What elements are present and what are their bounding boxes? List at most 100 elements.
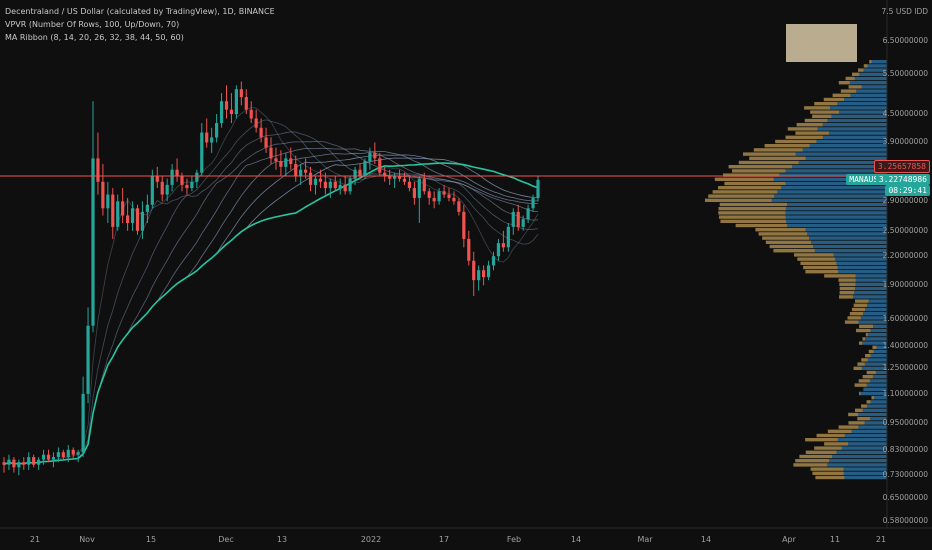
- time-tick: Mar: [637, 535, 653, 544]
- vp-bar-down: [708, 194, 775, 198]
- vp-bar-down: [859, 391, 861, 396]
- vp-bar-up: [831, 114, 887, 118]
- vp-bar-up: [777, 190, 887, 194]
- price-tick: 3.90000000: [882, 137, 928, 147]
- candle: [427, 188, 431, 205]
- candle-body: [17, 462, 21, 468]
- vp-bar-down: [851, 307, 866, 312]
- vp-bar-down: [775, 139, 817, 144]
- vp-bar-down: [857, 362, 865, 366]
- candle-body: [294, 163, 298, 176]
- candle: [452, 191, 456, 205]
- vp-bar-down: [812, 471, 844, 475]
- candle-body: [229, 109, 234, 115]
- candle-body: [86, 325, 90, 394]
- price-tick: 0.73000000: [882, 470, 928, 480]
- vp-bar-down: [862, 375, 873, 379]
- candle: [264, 127, 268, 153]
- candle: [37, 457, 41, 470]
- candle: [41, 449, 46, 465]
- vp-bar-down: [793, 253, 834, 257]
- vp-bar-up: [864, 421, 887, 425]
- vp-bar-up: [871, 60, 887, 64]
- price-tick: 1.60000000: [882, 314, 928, 324]
- time-tick: 21: [875, 535, 887, 544]
- candle: [224, 85, 229, 119]
- vp-bar-up: [811, 240, 887, 244]
- vp-bar-up: [809, 144, 887, 148]
- ma-ribbon-legend[interactable]: MA Ribbon (8, 14, 20, 26, 32, 38, 44, 50…: [5, 33, 184, 42]
- candle: [205, 118, 209, 148]
- vp-bar-down: [753, 148, 803, 152]
- candle-body: [234, 89, 238, 115]
- vp-bar-up: [771, 198, 887, 202]
- candle-body: [284, 158, 288, 167]
- candle-body: [96, 158, 100, 182]
- vp-bar-up: [858, 425, 887, 429]
- candle: [313, 175, 318, 195]
- vpvr-legend[interactable]: VPVR (Number Of Rows, 100, Up/Down, 70): [5, 20, 180, 29]
- vp-bar-down: [804, 106, 831, 110]
- candle: [111, 188, 115, 239]
- vp-bar-up: [822, 123, 887, 127]
- candle: [66, 445, 70, 463]
- vp-bar-down: [858, 379, 870, 383]
- candle: [417, 175, 421, 224]
- price-tick: 0.58000000: [882, 516, 928, 525]
- vp-bar-up: [785, 181, 887, 186]
- vp-bar-down: [749, 156, 806, 160]
- vp-bar-down: [827, 429, 852, 433]
- candle: [185, 178, 189, 195]
- candle: [388, 169, 392, 185]
- candle: [467, 230, 471, 266]
- time-tick: Feb: [506, 535, 522, 544]
- price-tick: 6.50000000: [882, 36, 928, 45]
- candle-body: [126, 215, 130, 224]
- vp-bar-up: [859, 72, 887, 76]
- vp-bar-down: [855, 408, 863, 412]
- ma-line: [3, 162, 539, 466]
- vp-bar-down: [738, 160, 799, 165]
- vp-bar-down: [847, 316, 861, 320]
- last-price-tag: 3.22748986: [875, 174, 930, 185]
- candle: [308, 166, 313, 192]
- candle-body: [338, 184, 342, 189]
- candle: [412, 181, 416, 205]
- candle: [477, 265, 481, 291]
- vp-bar-up: [844, 97, 887, 102]
- candle-body: [516, 211, 520, 227]
- candles: [2, 81, 540, 476]
- candle-body: [323, 181, 327, 189]
- vp-bar-down: [838, 278, 856, 282]
- vp-bar-down: [848, 85, 862, 89]
- candle: [274, 147, 278, 170]
- price-axis-top-label: 7.5 USD IDD: [881, 7, 928, 16]
- vp-bar-up: [848, 442, 887, 446]
- vp-bar-up: [873, 324, 887, 328]
- candle: [219, 93, 224, 128]
- vp-bar-down: [865, 333, 868, 337]
- candle: [363, 158, 367, 179]
- candle: [101, 163, 105, 216]
- candle: [511, 208, 515, 235]
- candle-body: [81, 393, 85, 453]
- vp-bar-down: [839, 291, 855, 295]
- vp-bar-up: [838, 270, 887, 274]
- vp-bar-down: [718, 215, 786, 219]
- candle: [210, 127, 214, 153]
- candle-body: [200, 132, 204, 173]
- vp-bar-down: [862, 337, 866, 341]
- candle: [279, 150, 283, 176]
- vp-bar-up: [779, 173, 887, 177]
- vp-bar-up: [817, 127, 887, 131]
- chart-title[interactable]: Decentraland / US Dollar (calculated by …: [5, 7, 275, 16]
- vp-bar-down: [861, 358, 868, 362]
- candle: [457, 197, 461, 216]
- candle: [7, 454, 11, 470]
- candle: [442, 184, 446, 198]
- vp-bar-up: [860, 391, 887, 396]
- vp-bar-down: [712, 190, 778, 194]
- price-tick: 0.95000000: [882, 417, 928, 427]
- candle-body: [224, 101, 229, 110]
